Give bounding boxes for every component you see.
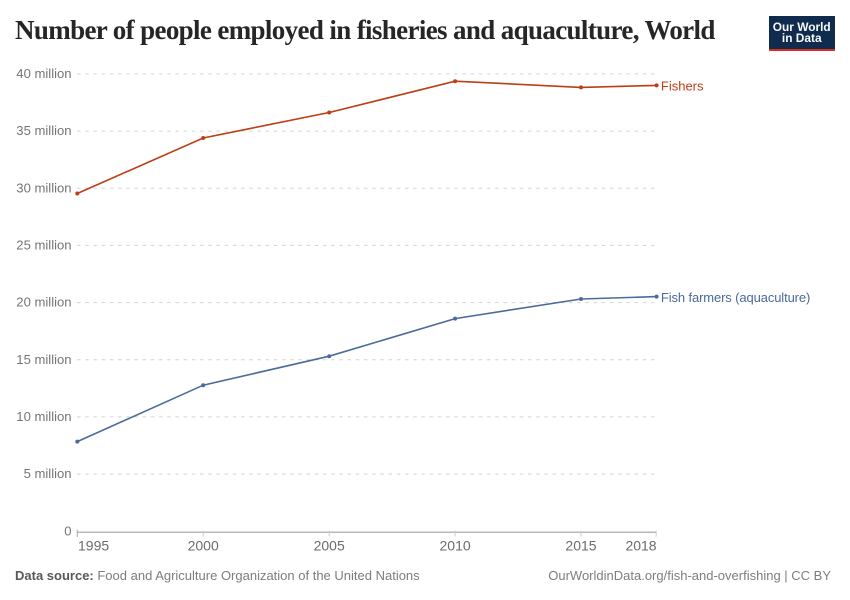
svg-text:5 million: 5 million: [24, 466, 72, 481]
svg-text:15 million: 15 million: [16, 352, 71, 367]
svg-text:2010: 2010: [440, 538, 471, 554]
svg-text:20 million: 20 million: [16, 295, 71, 310]
svg-text:35 million: 35 million: [16, 123, 71, 138]
svg-text:2000: 2000: [188, 538, 219, 554]
svg-text:1995: 1995: [78, 538, 109, 554]
svg-text:0: 0: [64, 524, 71, 539]
svg-text:Fishers: Fishers: [661, 79, 704, 94]
svg-text:30 million: 30 million: [16, 180, 71, 195]
svg-text:2018: 2018: [625, 538, 656, 554]
svg-text:2015: 2015: [565, 538, 596, 554]
svg-text:10 million: 10 million: [16, 409, 71, 424]
svg-text:2005: 2005: [314, 538, 345, 554]
svg-text:25 million: 25 million: [16, 237, 71, 252]
svg-text:40 million: 40 million: [16, 66, 71, 81]
svg-text:Fish farmers (aquaculture): Fish farmers (aquaculture): [661, 290, 810, 305]
